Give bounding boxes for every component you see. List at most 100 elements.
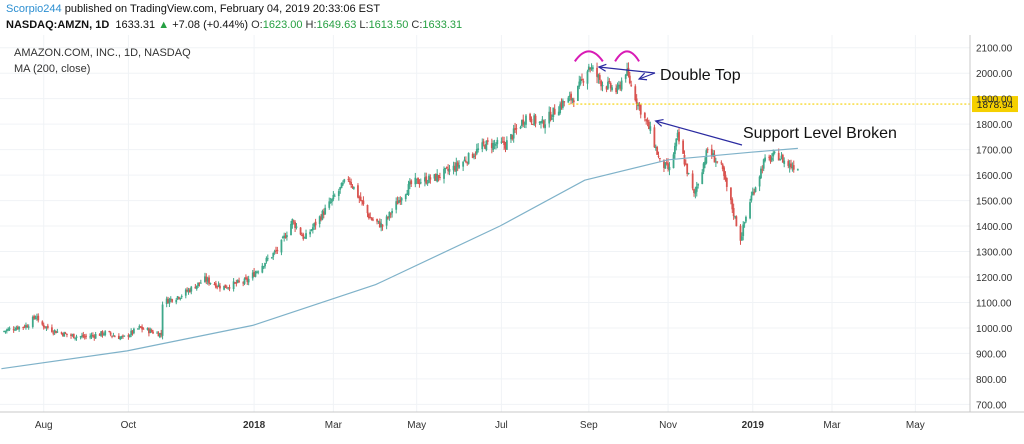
candle-body <box>771 157 773 161</box>
candle-body <box>332 195 335 200</box>
candle-body <box>485 140 488 151</box>
annotation-layer: Double Top Support Level Broken <box>574 50 897 146</box>
candle-body <box>702 163 705 172</box>
candle-body <box>496 139 499 145</box>
candle-body <box>781 154 784 163</box>
double-top-arc-right <box>614 50 640 62</box>
candle-body <box>63 332 66 337</box>
legend-indicator: MA (200, close) <box>14 63 90 75</box>
high-label: H: <box>305 19 317 31</box>
candle-body <box>522 119 525 125</box>
candle-body <box>357 185 359 198</box>
candle-body <box>189 289 191 293</box>
candle-body <box>318 216 321 224</box>
candle-body <box>314 221 317 226</box>
candle-body <box>415 178 418 180</box>
candle-body <box>380 223 383 228</box>
candle-body <box>667 163 669 169</box>
candle-body <box>171 299 174 302</box>
candle-body <box>553 108 556 115</box>
candle-body <box>3 330 5 332</box>
candle-body <box>146 328 149 330</box>
candle-body <box>286 235 288 238</box>
y-tick-label: 700.00 <box>976 400 1007 411</box>
candle-body <box>262 266 265 268</box>
price-axis[interactable]: 700.00 800.00 900.00 1000.00 1100.00 1200.00 1… <box>976 44 1013 412</box>
candle-body <box>52 332 55 334</box>
candle-body <box>108 331 111 333</box>
candle-body <box>749 202 751 219</box>
candle-body <box>37 315 40 321</box>
price-chart[interactable]: 1878.94 Double Top Support Level Broken 7… <box>0 35 1024 439</box>
candle-body <box>796 169 799 171</box>
candle-body <box>704 161 706 165</box>
candle-body <box>656 147 659 155</box>
candle-body <box>89 336 92 338</box>
candle-body <box>149 329 152 334</box>
candle-body <box>235 281 238 284</box>
candle-body <box>113 336 116 338</box>
time-axis[interactable]: Aug Oct 2018 Mar May Jul Sep Nov 2019 Mar May <box>35 420 925 431</box>
candle-body <box>236 280 239 283</box>
candle-body <box>35 316 38 318</box>
double-top-arrow-2 <box>638 72 656 80</box>
candle-body <box>101 330 104 336</box>
candle-body <box>387 217 389 219</box>
candle-body <box>273 251 276 253</box>
candle-body <box>214 283 217 288</box>
candle-body <box>209 282 212 284</box>
ma-layer <box>1 147 798 370</box>
candle-body <box>492 142 495 150</box>
candle-body <box>523 123 526 125</box>
candle-body <box>542 120 545 128</box>
candle-body <box>686 163 689 174</box>
support-price-tag <box>972 96 1018 113</box>
candle-body <box>7 328 10 331</box>
candle-body <box>654 147 657 149</box>
candle-body <box>347 178 350 180</box>
candle-body <box>150 330 153 332</box>
candle-body <box>100 331 102 336</box>
candle-body <box>646 120 649 122</box>
candle-body <box>589 67 592 70</box>
candle-body <box>678 131 680 142</box>
candle-body <box>53 330 56 333</box>
candle-body <box>122 335 124 337</box>
low-value: 1613.50 <box>368 19 409 31</box>
candle-body <box>634 86 637 101</box>
candle-body <box>735 216 738 227</box>
candle-body <box>61 333 64 336</box>
candle-body <box>152 331 154 334</box>
candle-body <box>246 278 249 282</box>
candle-body <box>93 335 96 338</box>
candle-body <box>628 75 631 84</box>
published-text: published on TradingView.com, February 0… <box>64 3 381 15</box>
candle-body <box>768 156 771 158</box>
candle-body <box>352 186 355 189</box>
candle-body <box>665 162 668 164</box>
candle-body <box>549 111 552 121</box>
candle-body <box>668 166 671 171</box>
chart-area[interactable]: 1878.94 Double Top Support Level Broken 7… <box>0 35 1024 439</box>
candle-body <box>643 112 646 118</box>
candle-body <box>396 201 399 205</box>
author-link[interactable]: Scorpio244 <box>6 3 62 15</box>
candle-body <box>764 157 766 161</box>
candle-body <box>710 148 713 157</box>
open-label: O: <box>251 19 263 31</box>
candle-body <box>408 181 411 185</box>
candle-body <box>462 161 465 167</box>
candle-body <box>773 151 776 153</box>
x-tick-label: May <box>407 420 426 431</box>
ma-200-line <box>1 147 798 370</box>
candle-body <box>777 152 780 161</box>
candle-body <box>169 298 172 300</box>
support-layer: 1878.94 <box>568 96 1018 113</box>
candle-body <box>213 283 216 285</box>
close-label: C: <box>411 19 423 31</box>
candle-body <box>791 166 794 169</box>
support-broken-label: Support Level Broken <box>743 125 897 142</box>
candle-body <box>370 218 373 220</box>
candle-body <box>44 326 46 328</box>
candle-body <box>292 220 295 222</box>
